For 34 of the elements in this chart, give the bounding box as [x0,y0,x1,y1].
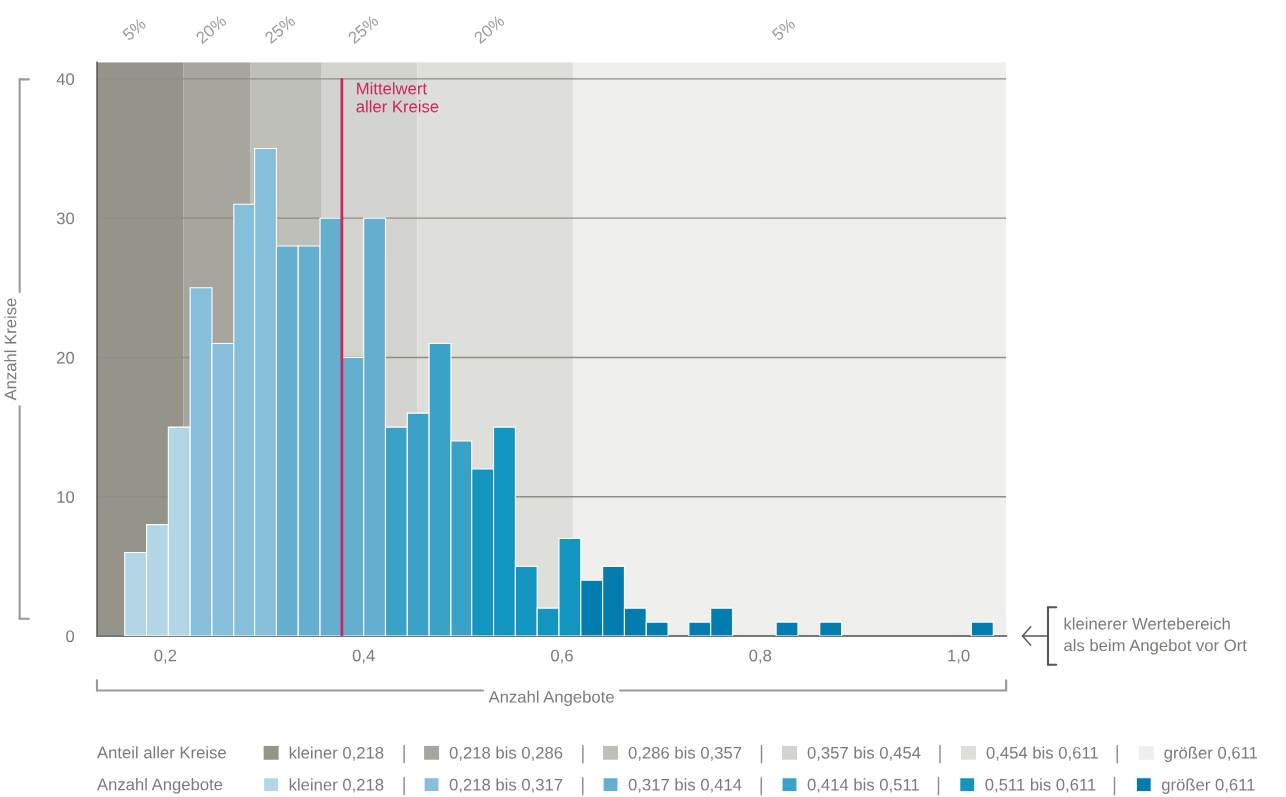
legend-label: 0,511 bis 0,611 [985,778,1096,793]
legend-label: 0,218 bis 0,317 [449,778,563,793]
legend-label: 0,286 bis 0,357 [628,746,742,761]
y-tick-label: 20 [57,351,75,364]
legend-label: 0,454 bis 0,611 [986,746,1098,761]
x-tick-label: 1,0 [948,649,970,664]
x-tick-label: 0,2 [154,649,177,664]
text: 20% [473,14,506,44]
legend-label: 0,414 bis 0,511 [807,778,919,793]
legend-label: 0,218 bis 0,286 [449,746,563,761]
legend-label: größer 0,611 [1164,746,1258,763]
x-axis-title: Anzahl Angebote [488,690,614,707]
y-axis-title: Anzahl Kreise [4,298,17,401]
legend-label: größer 0,611 [1161,778,1255,794]
ref-line-label: Mittelwert aller Kreise [356,82,439,113]
legend-label: 0,357 bis 0,454 [807,746,921,761]
text: 25% [264,14,297,44]
y-tick-label: 10 [57,491,75,503]
legend-title: Anzahl Angebote [97,778,223,794]
text: Anteil aller Kreise [97,746,226,759]
legend-label: kleiner 0,218 [289,746,384,761]
x-tick-label: 0,6 [551,649,573,664]
x-tick-label: 0,8 [749,649,772,664]
text: 5% [121,17,147,42]
x-tick-label: 0,4 [352,649,375,664]
legend-label: 0,317 bis 0,414 [628,778,742,793]
text: 25% [347,14,380,44]
legend-label: kleiner 0,218 [289,778,384,793]
text: kleinerer Wertebereich als beim Angebot vor Ort [1064,617,1247,655]
y-tick-label: 0 [66,630,75,643]
text: 20% [195,14,228,44]
text: 5% [771,17,797,42]
y-tick-label: 30 [56,212,75,225]
y-tick-label: 40 [56,73,75,86]
